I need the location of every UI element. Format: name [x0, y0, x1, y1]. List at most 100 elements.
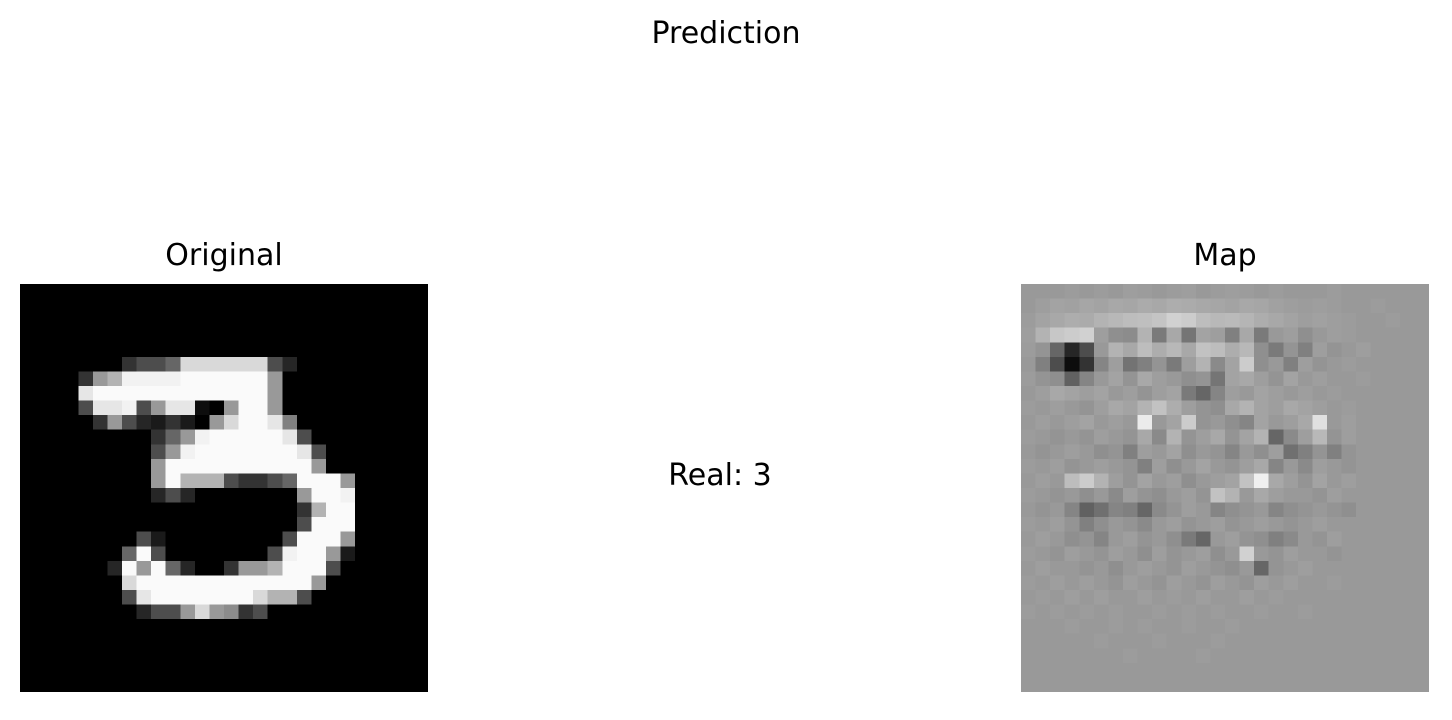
map-pixel-cell — [1268, 313, 1284, 329]
map-pixel-cell — [1283, 488, 1299, 503]
map-pixel-cell — [1035, 575, 1051, 591]
map-pixel-cell — [1341, 386, 1357, 401]
original-pixel-cell — [267, 415, 283, 431]
map-pixel-cell — [1312, 429, 1328, 445]
original-pixel-cell — [326, 560, 341, 576]
original-pixel-cell — [253, 473, 269, 489]
original-pixel-cell — [326, 356, 341, 372]
original-pixel-cell — [311, 531, 327, 547]
original-pixel-cell — [180, 386, 196, 401]
original-pixel-cell — [340, 560, 356, 576]
original-pixel-cell — [369, 313, 385, 329]
map-pixel-cell — [1254, 284, 1270, 299]
map-pixel-cell — [1254, 444, 1270, 460]
map-pixel-cell — [1152, 444, 1168, 460]
original-pixel-cell — [355, 342, 371, 358]
original-pixel-cell — [238, 429, 254, 445]
map-pixel-cell — [1050, 284, 1066, 299]
map-pixel-cell — [1370, 386, 1386, 401]
map-pixel-cell — [1195, 444, 1211, 460]
map-pixel-cell — [1297, 662, 1313, 678]
original-pixel-cell — [20, 371, 35, 387]
original-pixel-cell — [340, 284, 356, 299]
map-pixel-cell — [1035, 327, 1051, 343]
map-pixel-cell — [1123, 604, 1138, 620]
map-pixel-cell — [1399, 677, 1415, 692]
map-pixel-cell — [1137, 415, 1153, 431]
map-pixel-cell — [1064, 473, 1080, 489]
map-pixel-cell — [1195, 458, 1211, 474]
map-pixel-cell — [1239, 371, 1255, 387]
original-pixel-cell — [224, 473, 239, 489]
original-pixel-cell — [92, 488, 108, 503]
map-pixel-cell — [1035, 386, 1051, 401]
map-pixel-cell — [1035, 619, 1051, 635]
original-pixel-cell — [136, 327, 152, 343]
original-pixel-cell — [180, 590, 196, 605]
original-pixel-cell — [413, 356, 428, 372]
map-pixel-cell — [1181, 575, 1197, 591]
map-pixel-cell — [1166, 662, 1182, 678]
original-pixel-cell — [238, 546, 254, 562]
map-pixel-cell — [1239, 633, 1255, 649]
original-pixel-cell — [224, 284, 239, 299]
map-pixel-cell — [1283, 604, 1299, 620]
map-pixel-cell — [1210, 327, 1226, 343]
original-pixel-cell — [238, 648, 254, 664]
map-pixel-cell — [1414, 342, 1429, 358]
map-pixel-cell — [1108, 677, 1124, 692]
original-pixel-cell — [78, 429, 94, 445]
original-pixel-cell — [136, 546, 152, 562]
original-pixel-cell — [355, 284, 371, 299]
map-pixel-cell — [1093, 546, 1109, 562]
map-pixel-cell — [1166, 356, 1182, 372]
original-pixel-cell — [253, 648, 269, 664]
original-pixel-cell — [180, 648, 196, 664]
original-pixel-cell — [194, 386, 210, 401]
map-pixel-cell — [1283, 429, 1299, 445]
original-pixel-cell — [340, 429, 356, 445]
map-pixel-cell — [1239, 488, 1255, 503]
map-pixel-cell — [1268, 342, 1284, 358]
original-pixel-cell — [253, 560, 269, 576]
map-pixel-cell — [1327, 590, 1342, 605]
original-pixel-cell — [180, 356, 196, 372]
map-pixel-cell — [1210, 560, 1226, 576]
original-pixel-cell — [49, 604, 65, 620]
original-pixel-cell — [311, 619, 327, 635]
original-pixel-cell — [92, 575, 108, 591]
original-pixel-cell — [340, 502, 356, 518]
original-pixel-cell — [384, 313, 400, 329]
original-pixel-cell — [384, 575, 400, 591]
map-pixel-cell — [1079, 648, 1095, 664]
map-pixel-cell — [1210, 429, 1226, 445]
map-pixel-cell — [1225, 531, 1240, 547]
map-pixel-cell — [1399, 604, 1415, 620]
original-pixel-cell — [122, 444, 137, 460]
original-pixel-cell — [398, 429, 414, 445]
original-pixel-cell — [122, 531, 137, 547]
map-pixel-cell — [1137, 590, 1153, 605]
map-pixel-cell — [1035, 444, 1051, 460]
map-pixel-cell — [1035, 488, 1051, 503]
original-pixel-cell — [296, 342, 312, 358]
original-pixel-cell — [78, 502, 94, 518]
map-pixel-cell — [1181, 531, 1197, 547]
map-pixel-cell — [1123, 444, 1138, 460]
original-pixel-cell — [151, 560, 167, 576]
map-pixel-cell — [1385, 677, 1401, 692]
original-pixel-cell — [180, 415, 196, 431]
original-pixel-cell — [107, 400, 123, 416]
map-pixel-cell — [1108, 590, 1124, 605]
map-pixel-cell — [1254, 342, 1270, 358]
original-pixel-cell — [340, 575, 356, 591]
map-pixel-cell — [1064, 429, 1080, 445]
map-pixel-cell — [1254, 531, 1270, 547]
original-pixel-cell — [180, 546, 196, 562]
original-pixel-cell — [282, 415, 298, 431]
map-pixel-cell — [1254, 298, 1270, 314]
map-pixel-cell — [1137, 356, 1153, 372]
map-pixel-cell — [1035, 560, 1051, 576]
map-pixel-cell — [1341, 502, 1357, 518]
map-pixel-cell — [1108, 560, 1124, 576]
